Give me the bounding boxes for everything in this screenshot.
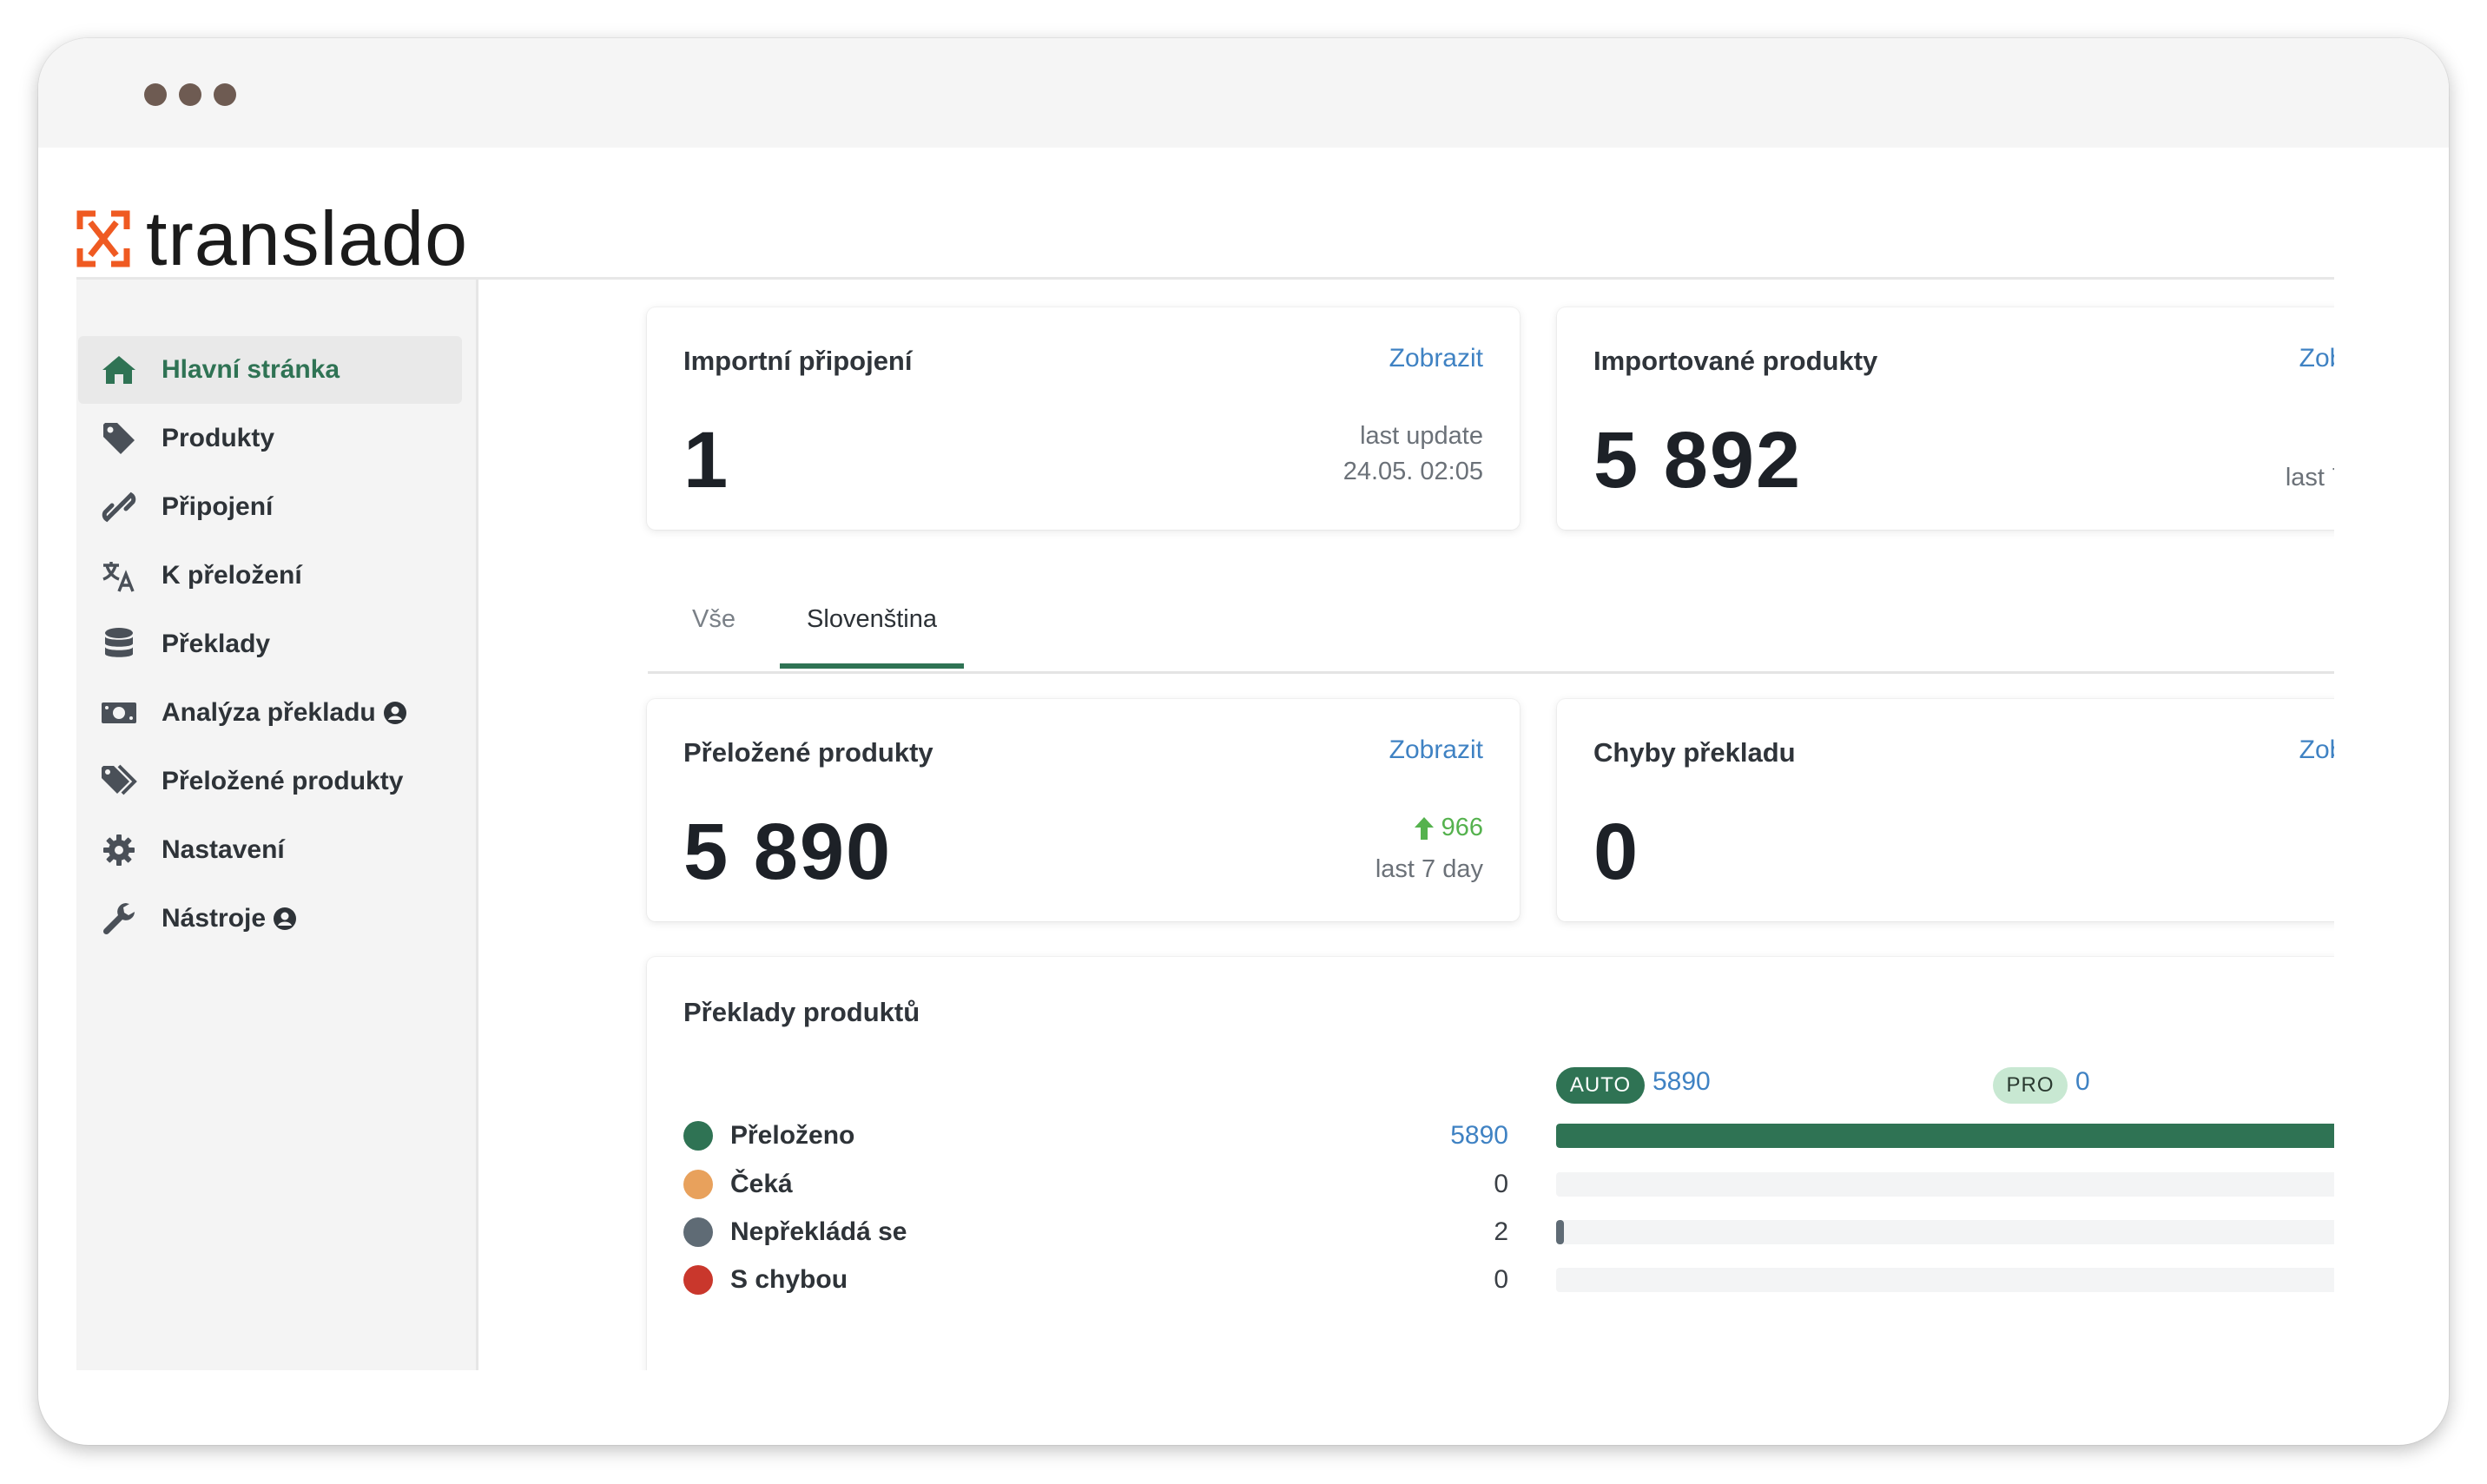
trend-value: 966 <box>1441 814 1483 841</box>
progress-bar-error <box>1556 1268 2334 1292</box>
translate-icon <box>99 556 139 596</box>
sidebar-item-label: Překlady <box>162 630 271 658</box>
sidebar-item-label: Připojení <box>162 492 274 521</box>
card-value: 5 892 <box>1593 416 1803 505</box>
tab-slovak[interactable]: Slovenština <box>780 571 964 669</box>
progress-fill <box>1556 1220 1564 1244</box>
pro-badge: PRO <box>1993 1067 2068 1104</box>
database-icon <box>99 624 139 664</box>
card-title: Přeložené produkty <box>683 737 933 768</box>
sidebar-item-label: K přeložení <box>162 561 302 590</box>
sidebar-item-label: Nastavení <box>162 835 285 864</box>
money-icon <box>99 693 139 733</box>
sidebar-item-translated-products[interactable]: Přeložené produkty <box>78 748 462 815</box>
sidebar-item-tools[interactable]: Nástroje <box>78 885 462 953</box>
app-content: Hlavní stránka Produkty Připojení K přel… <box>76 277 2334 1370</box>
arrow-up-icon <box>1414 816 1434 840</box>
sidebar-item-translations[interactable]: Překlady <box>78 610 462 678</box>
show-import-connections-link[interactable]: Zobrazit <box>1389 344 1483 373</box>
translated-products-card: Přeložené produkty Zobrazit 5 890 966 la… <box>647 699 1520 921</box>
translado-logo-icon <box>76 210 130 267</box>
auto-count[interactable]: 5890 <box>1653 1067 1711 1096</box>
show-translation-errors-link[interactable]: Zobrazit <box>2299 735 2334 764</box>
trend-label: last 7 day <box>2285 463 2334 491</box>
card-value: 0 <box>1593 808 1640 896</box>
legend-row-translated: Přeloženo 5890 <box>683 1118 1508 1153</box>
legend-label: Nepřekládá se <box>730 1217 907 1246</box>
card-title: Překlady produktů <box>683 997 920 1027</box>
legend-dot <box>683 1265 713 1295</box>
legend-row-waiting: Čeká 0 <box>683 1167 1508 1202</box>
legend-dot <box>683 1170 713 1199</box>
show-imported-products-link[interactable]: Zobrazit <box>2299 344 2334 373</box>
user-circle-icon <box>274 907 297 930</box>
product-translations-card: Překlady produktů AUTO 5890 PRO 0 Přelož… <box>647 957 2334 1370</box>
trend-label: last 7 day <box>1375 854 1483 883</box>
card-value: 1 <box>683 416 730 505</box>
link-icon <box>99 487 139 527</box>
progress-bar-waiting <box>1556 1172 2334 1197</box>
translation-errors-card: Chyby překladu Zobrazit 0 <box>1557 699 2334 921</box>
tab-all[interactable]: Vše <box>692 605 736 633</box>
brand-name: translado <box>146 195 469 281</box>
card-meta: last update 24.05. 02:05 <box>1343 419 1483 490</box>
sidebar-item-connections[interactable]: Připojení <box>78 473 462 541</box>
sidebar-item-label: Produkty <box>162 424 275 452</box>
legend-label: Čeká <box>730 1170 793 1198</box>
last-update-timestamp: 24.05. 02:05 <box>1342 458 1483 485</box>
card-title: Chyby překladu <box>1593 737 1796 768</box>
sidebar-item-home[interactable]: Hlavní stránka <box>78 336 462 404</box>
home-icon <box>99 350 139 390</box>
tags-icon <box>99 762 139 801</box>
progress-fill <box>1556 1124 2334 1148</box>
main-content: Importní připojení Zobrazit 1 last updat… <box>478 280 2334 1370</box>
window-dot-icon[interactable] <box>179 83 201 106</box>
gear-icon <box>99 830 139 870</box>
sidebar-item-to-translate[interactable]: K přeložení <box>78 542 462 610</box>
brand-logo[interactable]: translado <box>76 191 468 287</box>
window-dot-icon[interactable] <box>144 83 167 106</box>
tag-icon <box>99 419 139 458</box>
legend-row-not-translated: Nepřekládá se 2 <box>683 1215 1508 1250</box>
sidebar-item-products[interactable]: Produkty <box>78 405 462 472</box>
card-title: Importní připojení <box>683 346 913 376</box>
sidebar-item-translation-analysis[interactable]: Analýza překladu <box>78 679 462 747</box>
translated-count-link[interactable]: 5890 <box>1450 1121 1508 1150</box>
sidebar-item-label: Nástroje <box>162 904 267 933</box>
sidebar: Hlavní stránka Produkty Připojení K přel… <box>76 280 478 1370</box>
legend-row-error: S chybou 0 <box>683 1263 1508 1297</box>
sidebar-item-settings[interactable]: Nastavení <box>78 816 462 884</box>
legend-count: 0 <box>1494 1265 1508 1294</box>
window-titlebar <box>38 38 2449 148</box>
legend-label: S chybou <box>730 1265 848 1294</box>
legend-dot <box>683 1217 713 1247</box>
window-dot-icon[interactable] <box>214 83 236 106</box>
card-title: Importované produkty <box>1593 346 1878 376</box>
progress-bar-not-translated <box>1556 1220 2334 1244</box>
import-connections-card: Importní připojení Zobrazit 1 last updat… <box>647 307 1520 530</box>
language-tabs: Vše Slovenština <box>648 571 2334 674</box>
wrench-icon <box>99 899 139 939</box>
trend: 966 <box>1412 810 1483 846</box>
legend-label: Přeloženo <box>730 1121 855 1150</box>
card-value: 5 890 <box>683 808 893 896</box>
card-meta: 966 last 7 day <box>1375 810 1483 887</box>
sidebar-item-label: Hlavní stránka <box>162 355 340 384</box>
user-circle-icon <box>383 702 406 724</box>
sidebar-item-label: Analýza překladu <box>162 698 376 727</box>
sidebar-item-label: Přeložené produkty <box>162 767 404 795</box>
auto-badge: AUTO <box>1556 1067 1645 1104</box>
last-update-label: last update <box>1360 422 1483 450</box>
legend-dot <box>683 1121 713 1151</box>
legend-count: 0 <box>1494 1170 1508 1198</box>
pro-count[interactable]: 0 <box>2075 1067 2090 1096</box>
show-translated-products-link[interactable]: Zobrazit <box>1389 735 1483 764</box>
card-meta: 14 last 7 day <box>2286 419 2334 496</box>
legend-count: 2 <box>1494 1217 1508 1246</box>
imported-products-card: Importované produkty Zobrazit 5 892 14 l… <box>1557 307 2334 530</box>
progress-bar-translated <box>1556 1124 2334 1148</box>
